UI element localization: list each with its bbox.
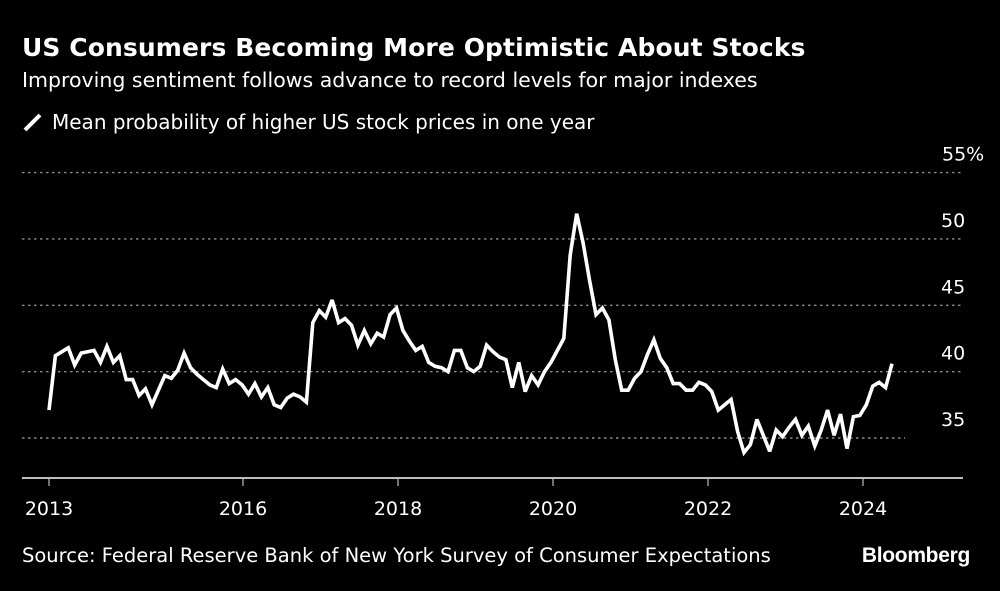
x-tick-label-2013: 2013 — [25, 498, 73, 520]
legend: Mean probability of higher US stock pric… — [22, 110, 595, 134]
y-axis: 35 40 45 50 55% — [941, 144, 984, 431]
x-tick-label-2024: 2024 — [839, 498, 887, 520]
chart-subtitle: Improving sentiment follows advance to r… — [22, 68, 758, 92]
x-tick-label-2018: 2018 — [374, 498, 422, 520]
x-tick-label-2016: 2016 — [219, 498, 267, 520]
chart-title: US Consumers Becoming More Optimistic Ab… — [22, 33, 806, 62]
bloomberg-logo: Bloomberg — [861, 544, 970, 567]
series — [47, 213, 894, 457]
legend-line-icon — [23, 113, 42, 132]
gridlines — [22, 171, 963, 439]
series-line-0 — [47, 213, 894, 457]
y-tick-label-50: 50 — [941, 210, 965, 232]
legend-label: Mean probability of higher US stock pric… — [52, 110, 595, 134]
x-axis: 2013 2016 2018 2020 2022 2024 — [22, 477, 963, 520]
x-tick-label-2020: 2020 — [529, 498, 577, 520]
y-tick-label-55: 55% — [942, 144, 984, 166]
source-note: Source: Federal Reserve Bank of New York… — [22, 544, 771, 567]
y-tick-label-35: 35 — [941, 409, 965, 431]
x-tick-label-2022: 2022 — [684, 498, 732, 520]
y-tick-label-45: 45 — [941, 276, 965, 298]
y-tick-label-40: 40 — [941, 343, 965, 365]
